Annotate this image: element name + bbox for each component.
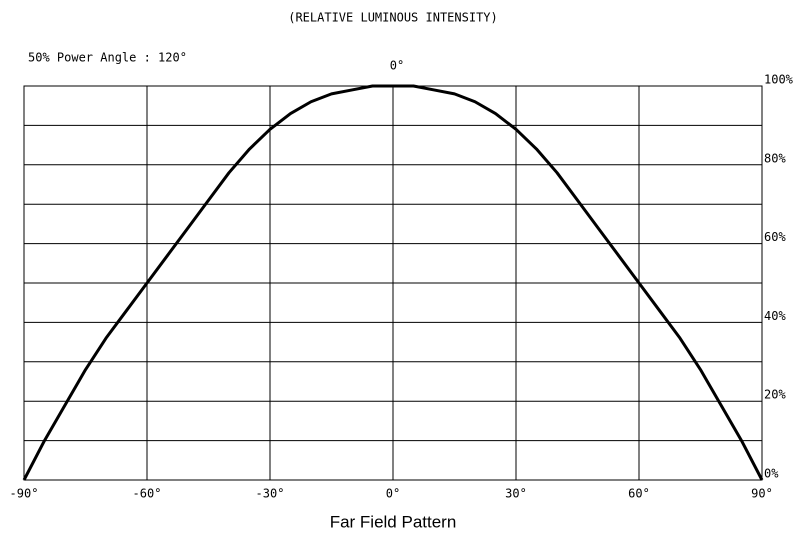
chart-title: (RELATIVE LUMINOUS INTENSITY) <box>288 11 498 25</box>
subtitle: 50% Power Angle : 120° <box>28 51 187 65</box>
y-tick-label: 100% <box>764 73 794 87</box>
annotation: 0° <box>390 59 404 73</box>
y-tick-label: 80% <box>764 151 786 165</box>
y-tick-label: 60% <box>764 230 786 244</box>
x-tick-label: -30° <box>256 487 285 501</box>
y-tick-label: 0% <box>764 467 779 481</box>
data-line <box>22 84 764 481</box>
x-tick-label: -90° <box>10 487 39 501</box>
y-tick-label: 40% <box>764 309 786 323</box>
caption: Far Field Pattern <box>330 512 457 531</box>
y-tick-label: 20% <box>764 388 786 402</box>
x-tick-label: 30° <box>505 487 527 501</box>
x-tick-label: -60° <box>133 487 162 501</box>
x-tick-label: 60° <box>628 487 650 501</box>
x-tick-label: 90° <box>751 487 773 501</box>
x-tick-label: 0° <box>386 487 400 501</box>
